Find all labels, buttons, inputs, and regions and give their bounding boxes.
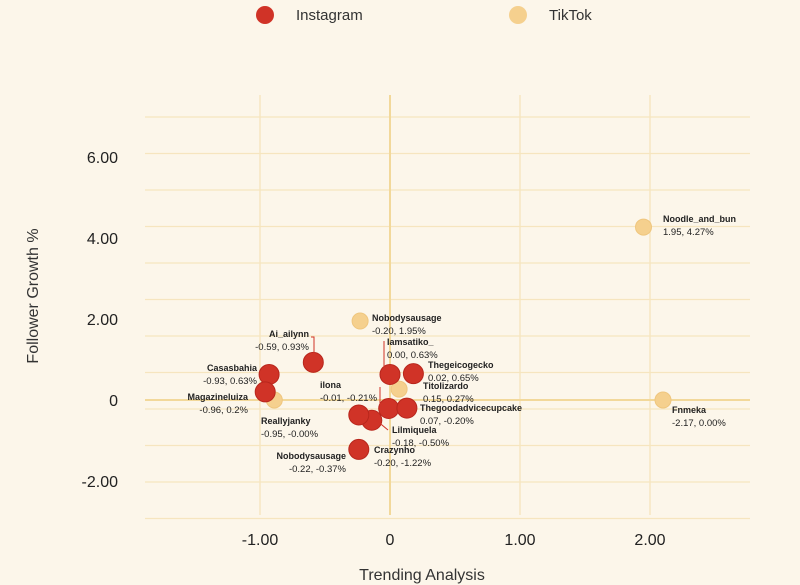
- instagram-point: [402, 363, 424, 385]
- legend-label-tiktok: TikTok: [549, 6, 592, 24]
- instagram-point: [254, 381, 276, 403]
- instagram-point: [258, 363, 280, 385]
- instagram-point-name-label: Lilmiquela: [392, 425, 438, 435]
- instagram-point-value-label: -0.18, -0.50%: [392, 438, 450, 449]
- legend-item-instagram[interactable]: Instagram: [256, 6, 363, 24]
- legend: Instagram TikTok: [0, 6, 800, 32]
- tiktok-point-value-label: -0.20, 1.95%: [372, 326, 426, 337]
- instagram-point-name-label: Ai_ailynn: [269, 329, 309, 339]
- instagram-point-name-label: Iamsatiko_: [387, 337, 435, 347]
- tiktok-point-name-label: Nobodysausage: [372, 313, 442, 323]
- x-tick-label: 1.00: [504, 532, 535, 549]
- leader-line: [311, 336, 315, 361]
- instagram-point-name-label: Thegeicogecko: [428, 360, 494, 370]
- legend-item-tiktok[interactable]: TikTok: [509, 6, 592, 24]
- tiktok-point: [635, 218, 652, 236]
- y-tick-label: 0: [109, 393, 118, 410]
- instagram-point-name-label: Magazineluiza: [187, 392, 249, 402]
- tiktok-point-name-label: Fnmeka: [672, 405, 707, 415]
- instagram-point-name-label: Nobodysausage: [276, 451, 346, 461]
- instagram-point-value-label: -0.59, 0.93%: [255, 342, 309, 353]
- instagram-point-value-label: -0.01, -0.21%: [320, 393, 378, 404]
- y-axis-title: Follower Growth %: [25, 228, 42, 363]
- tiktok-point-value-label: -0.95, -0.00%: [261, 429, 319, 440]
- y-tick-label: 4.00: [87, 231, 118, 248]
- legend-label-instagram: Instagram: [296, 6, 363, 24]
- tiktok-point-name-label: Titolizardo: [423, 381, 469, 391]
- instagram-point-name-label: Thegoodadvicecupcake: [420, 403, 522, 413]
- instagram-point-value-label: -0.22, -0.37%: [289, 464, 347, 475]
- y-tick-label: 6.00: [87, 150, 118, 167]
- instagram-point-value-label: 0.00, 0.63%: [387, 350, 438, 361]
- instagram-point: [302, 351, 324, 373]
- tiktok-point: [351, 312, 369, 330]
- x-axis-title: Trending Analysis: [359, 567, 485, 584]
- tiktok-point-name-label: Noodle_and_bun: [663, 214, 736, 224]
- legend-marker-tiktok: [509, 6, 527, 24]
- tiktok-point-name-label: Reallyjanky: [261, 416, 311, 426]
- y-tick-label: -2.00: [82, 474, 119, 491]
- instagram-point: [378, 398, 400, 420]
- instagram-point: [396, 397, 418, 419]
- instagram-point-name-label: Casasbahia: [207, 363, 258, 373]
- instagram-point-value-label: -0.93, 0.63%: [203, 376, 257, 387]
- tiktok-point-value-label: -2.17, 0.00%: [672, 418, 726, 429]
- legend-marker-instagram: [256, 6, 274, 24]
- x-tick-label: 2.00: [634, 532, 665, 549]
- x-tick-label: 0: [386, 532, 395, 549]
- instagram-point-name-label: Crazynho: [374, 445, 416, 455]
- instagram-point: [379, 363, 401, 385]
- tiktok-point-value-label: 1.95, 4.27%: [663, 227, 714, 238]
- x-tick-label: -1.00: [242, 532, 279, 549]
- instagram-point: [348, 404, 370, 426]
- tiktok-point-value-label: 0.15, 0.27%: [423, 394, 474, 405]
- tiktok-point: [390, 380, 408, 398]
- instagram-point-value-label: -0.96, 0.2%: [199, 405, 248, 416]
- y-tick-label: 2.00: [87, 312, 118, 329]
- tiktok-point: [654, 391, 672, 409]
- instagram-point-value-label: -0.20, -1.22%: [374, 458, 432, 469]
- instagram-point-value-label: 0.07, -0.20%: [420, 416, 474, 427]
- leader-line: [375, 419, 389, 431]
- instagram-point: [348, 438, 370, 460]
- instagram-point-name-label: ilona: [320, 380, 342, 390]
- instagram-point-value-label: 0.02, 0.65%: [428, 373, 479, 384]
